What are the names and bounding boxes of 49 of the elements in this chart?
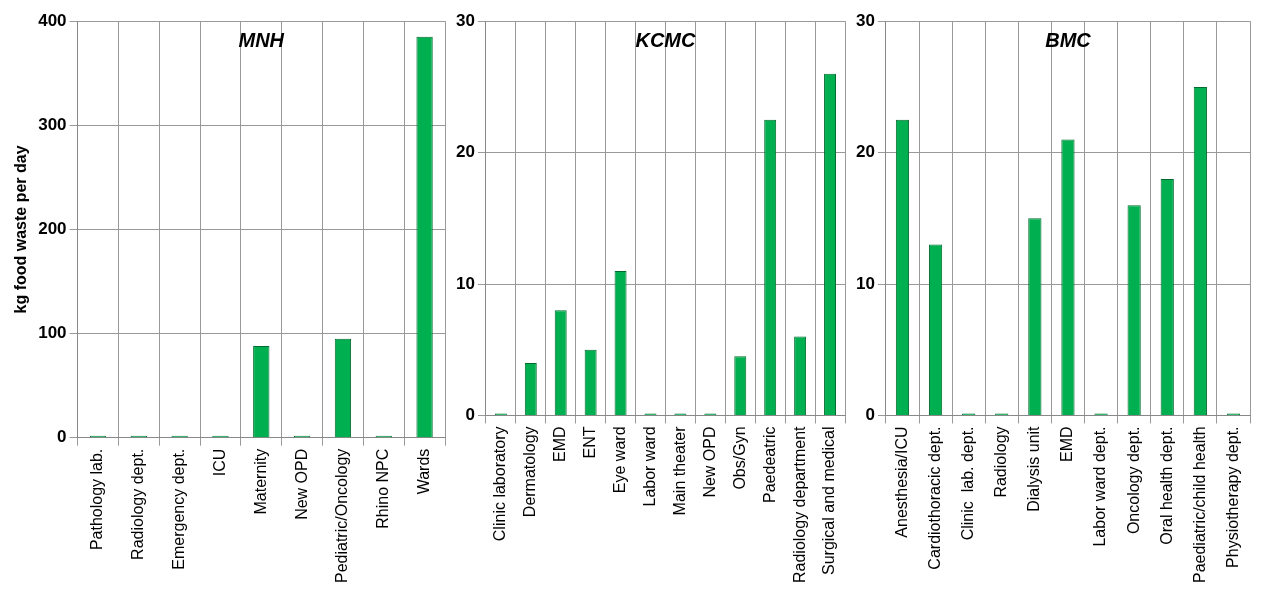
- y-tick-label: 30: [455, 10, 475, 30]
- x-tick-label: ENT: [581, 426, 599, 459]
- x-tick-label: New OPD: [292, 448, 310, 520]
- chart-title: BMC: [1045, 28, 1092, 51]
- y-tick-label: 0: [57, 427, 67, 447]
- y-tick-label: 20: [855, 142, 875, 162]
- x-tick-label: Wards: [414, 448, 432, 495]
- x-tick-label: Dialysis unit: [1025, 425, 1043, 512]
- chart-title: MNH: [238, 28, 285, 51]
- x-tick-label: Radiology department: [790, 425, 808, 584]
- x-tick-label: Radiology dept.: [129, 448, 147, 560]
- y-tick-label: 100: [38, 323, 67, 343]
- chart-title: KCMC: [635, 28, 696, 51]
- x-tick-label: Radiology: [992, 426, 1010, 498]
- y-tick-label: 400: [38, 10, 67, 30]
- y-axis-title: kg food waste per day: [12, 145, 30, 314]
- x-tick-label: Pathology lab.: [88, 448, 106, 551]
- x-tick-label: Anesthesia/ICU: [892, 426, 910, 538]
- x-tick-label: Physiotherapy dept.: [1223, 426, 1241, 568]
- x-tick-label: EMD: [1058, 426, 1076, 463]
- x-tick-label: Oral health dept.: [1157, 426, 1175, 545]
- x-tick-label: Clinic laboratory: [491, 426, 509, 542]
- y-tick-label: 10: [855, 273, 875, 293]
- x-tick-label: Labor ward: [640, 426, 658, 507]
- y-tick-label: 0: [465, 405, 475, 425]
- y-tick-label: 20: [455, 142, 475, 162]
- x-tick-label: Eye ward: [610, 426, 628, 494]
- x-tick-label: Clinic lab. dept.: [959, 426, 977, 541]
- y-tick-label: 10: [455, 273, 475, 293]
- x-tick-label: Oncology dept.: [1124, 426, 1142, 535]
- x-tick-label: ICU: [210, 448, 228, 477]
- y-tick-label: 30: [855, 10, 875, 30]
- x-tick-label: New OPD: [700, 426, 718, 498]
- x-tick-label: Obs/Gyn: [730, 426, 748, 490]
- y-tick-label: 300: [38, 115, 67, 135]
- y-tick-label: 0: [865, 405, 875, 425]
- x-tick-label: Main theater: [670, 425, 688, 516]
- x-tick-label: Dermatology: [521, 426, 539, 518]
- x-tick-label: Paedeatric: [760, 426, 778, 503]
- y-tick-label: 200: [38, 219, 67, 239]
- x-tick-label: Maternity: [251, 448, 269, 515]
- x-tick-label: Surgical and medical: [820, 426, 838, 575]
- x-tick-label: Cardiothoracic dept.: [925, 426, 943, 570]
- x-tick-label: EMD: [551, 426, 569, 463]
- x-tick-label: Paediatric/child health: [1190, 426, 1208, 584]
- x-tick-label: Rhino NPC: [374, 448, 392, 529]
- x-tick-label: Emergency dept.: [170, 448, 188, 570]
- x-tick-label: Labor ward dept.: [1091, 426, 1109, 547]
- x-tick-label: Pediatric/Oncology: [333, 448, 351, 584]
